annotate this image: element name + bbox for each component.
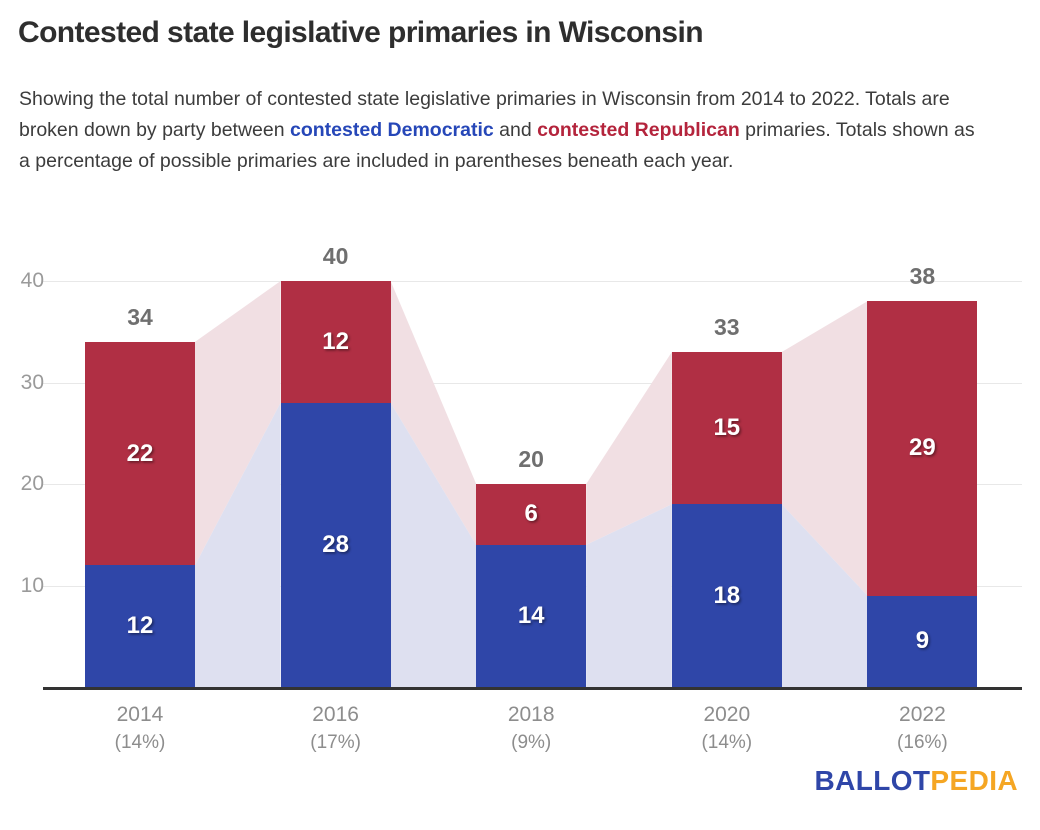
area-fill-democratic-2018-2020 xyxy=(586,504,672,687)
bar-value-democratic-2016: 28 xyxy=(322,530,349,558)
bar-value-republican-2022: 29 xyxy=(909,434,936,462)
bar-value-republican-2014: 22 xyxy=(126,439,154,467)
logo-text-ballot: BALLOT xyxy=(814,765,931,796)
bar-total-label-2022: 38 xyxy=(909,263,936,290)
x-axis-percent-2014: (14%) xyxy=(114,732,166,753)
y-axis-tick-10: 10 xyxy=(20,573,44,597)
bar-value-democratic-2014: 12 xyxy=(126,612,154,640)
bar-segment-republican-2016[interactable]: 12 xyxy=(280,281,391,403)
bar-segment-democratic-2018[interactable]: 14 xyxy=(476,544,587,687)
bar-segment-republican-2020[interactable]: 15 xyxy=(671,352,782,505)
bar-value-republican-2020: 15 xyxy=(713,414,741,442)
x-axis-percent-2016: (17%) xyxy=(310,732,361,753)
bar-value-democratic-2022: 9 xyxy=(915,627,930,655)
bar-total-label-2016: 40 xyxy=(322,243,349,269)
x-axis-line xyxy=(43,687,1022,690)
area-fill-democratic-2016-2018 xyxy=(390,402,477,687)
bar-value-democratic-2018: 14 xyxy=(517,601,545,629)
area-fill-democratic-2020-2022 xyxy=(781,504,868,687)
bar-segment-republican-2014[interactable]: 22 xyxy=(85,341,195,566)
y-axis-tick-20: 20 xyxy=(20,472,44,495)
bar-value-republican-2016: 12 xyxy=(322,327,349,355)
bar-segment-democratic-2022[interactable]: 9 xyxy=(867,595,978,687)
x-axis-label-2016: 2016 (17%) xyxy=(238,701,434,757)
link-contested-republican[interactable]: contested Republican xyxy=(537,119,740,141)
area-fill-republican-2018-2020 xyxy=(586,352,672,545)
area-fill-republican-2016-2018 xyxy=(390,281,477,545)
x-axis-percent-2022: (16%) xyxy=(897,732,948,753)
link-contested-democratic[interactable]: contested Democratic xyxy=(290,119,494,141)
bar-total-label-2018: 20 xyxy=(518,446,544,472)
bar-segment-democratic-2016[interactable]: 28 xyxy=(280,402,391,687)
bar-segment-republican-2018[interactable]: 6 xyxy=(476,484,587,545)
bar-value-democratic-2020: 18 xyxy=(713,581,741,609)
x-axis-percent-2018: (9%) xyxy=(511,732,552,753)
description-text-4: primaries. Totals shown as a percentage … xyxy=(19,119,975,172)
page-title: Contested state legislative primaries in… xyxy=(18,16,704,49)
logo-text-pedia: PEDIA xyxy=(930,765,1018,796)
bar-total-label-2014: 34 xyxy=(127,303,153,330)
bar-value-republican-2018: 6 xyxy=(524,500,538,528)
x-axis-percent-2020: (14%) xyxy=(701,732,753,753)
area-fill-republican-2020-2022 xyxy=(781,301,868,596)
ballotpedia-logo: BALLOTPEDIA xyxy=(814,765,1018,797)
x-axis-label-2020: 2020 (14%) xyxy=(629,701,825,757)
gridline-40 xyxy=(43,281,1022,282)
description-text-2: and xyxy=(493,119,538,141)
bar-segment-democratic-2014[interactable]: 12 xyxy=(85,565,195,687)
y-axis-tick-30: 30 xyxy=(20,370,44,394)
gridline-30 xyxy=(43,382,1022,384)
x-axis-year-2018: 2018 xyxy=(507,703,555,726)
x-axis-label-2022: 2022 (16%) xyxy=(825,701,1021,757)
bar-segment-republican-2022[interactable]: 29 xyxy=(867,301,978,596)
area-fill-republican-2014-2016 xyxy=(195,281,281,566)
y-axis-tick-40: 40 xyxy=(20,269,44,292)
description-text-0: Showing the total number of contested st… xyxy=(19,88,950,141)
bar-segment-democratic-2020[interactable]: 18 xyxy=(671,504,782,687)
x-axis-year-2016: 2016 xyxy=(312,703,359,726)
x-axis-year-2020: 2020 xyxy=(703,703,751,726)
bar-total-label-2020: 33 xyxy=(714,314,740,341)
x-axis-label-2014: 2014 (14%) xyxy=(42,701,238,757)
x-axis-year-2014: 2014 xyxy=(116,703,164,726)
chart-description: Showing the total number of contested st… xyxy=(19,84,984,177)
x-axis-year-2022: 2022 xyxy=(899,703,946,726)
area-fill-democratic-2014-2016 xyxy=(195,402,281,687)
x-axis-label-2018: 2018 (9%) xyxy=(433,701,629,757)
